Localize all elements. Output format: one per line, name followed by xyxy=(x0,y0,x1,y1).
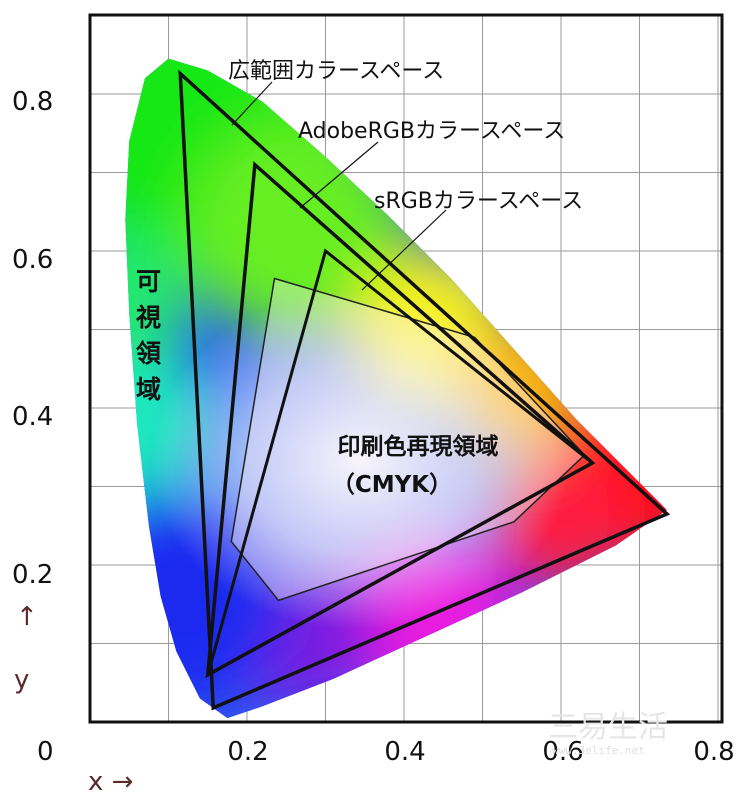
wide-gamut-leader-line xyxy=(231,81,273,126)
adobergb-label: AdobeRGBカラースペース xyxy=(298,119,565,144)
visible-region-char: 領 xyxy=(136,339,162,368)
origin-label: 0 xyxy=(37,737,54,767)
y-tick-label: 0.6 xyxy=(12,245,53,275)
srgb-leader-line xyxy=(361,209,447,291)
gamut-marks xyxy=(178,69,671,711)
y-tick-labels: 0.2 0.4 0.6 0.8 xyxy=(12,87,53,590)
x-tick-labels: 0.2 0.4 0.6 0.8 xyxy=(227,737,734,767)
visible-region-char: 域 xyxy=(136,375,161,404)
y-tick-label: 0.8 xyxy=(12,87,53,117)
x-tick-label: 0.8 xyxy=(693,737,734,767)
x-tick-label: 0.4 xyxy=(384,737,425,767)
srgb-triangle xyxy=(205,248,596,678)
x-tick-label: 0.6 xyxy=(542,737,583,767)
srgb-label: sRGBカラースペース xyxy=(374,189,583,214)
y-tick-label: 0.2 xyxy=(12,560,53,590)
plot-frame xyxy=(88,13,724,724)
cmyk-region-label: 印刷色再現領域 xyxy=(338,433,499,460)
cmyk-region-sublabel: （CMYK） xyxy=(332,471,452,498)
y-tick-label: 0.4 xyxy=(12,402,53,432)
x-tick-label: 0.2 xyxy=(227,737,268,767)
wide-gamut-triangle xyxy=(178,69,671,711)
adobergb-leader-line xyxy=(299,141,379,209)
visible-region-char: 可 xyxy=(136,267,161,296)
wide-gamut-label: 広範囲カラースペース xyxy=(228,59,444,84)
watermark-logo: 三易生活 xyxy=(548,710,668,745)
y-axis-label: y xyxy=(14,665,29,695)
x-axis-label: x → xyxy=(88,767,133,797)
watermark-url: www.3elife.net xyxy=(552,744,645,757)
y-axis-arrow: ↑ xyxy=(16,602,38,632)
visible-region-label: 可 視 領 域 xyxy=(136,267,162,404)
cmyk-gamut-region xyxy=(230,277,586,602)
visible-region-char: 視 xyxy=(136,303,161,332)
